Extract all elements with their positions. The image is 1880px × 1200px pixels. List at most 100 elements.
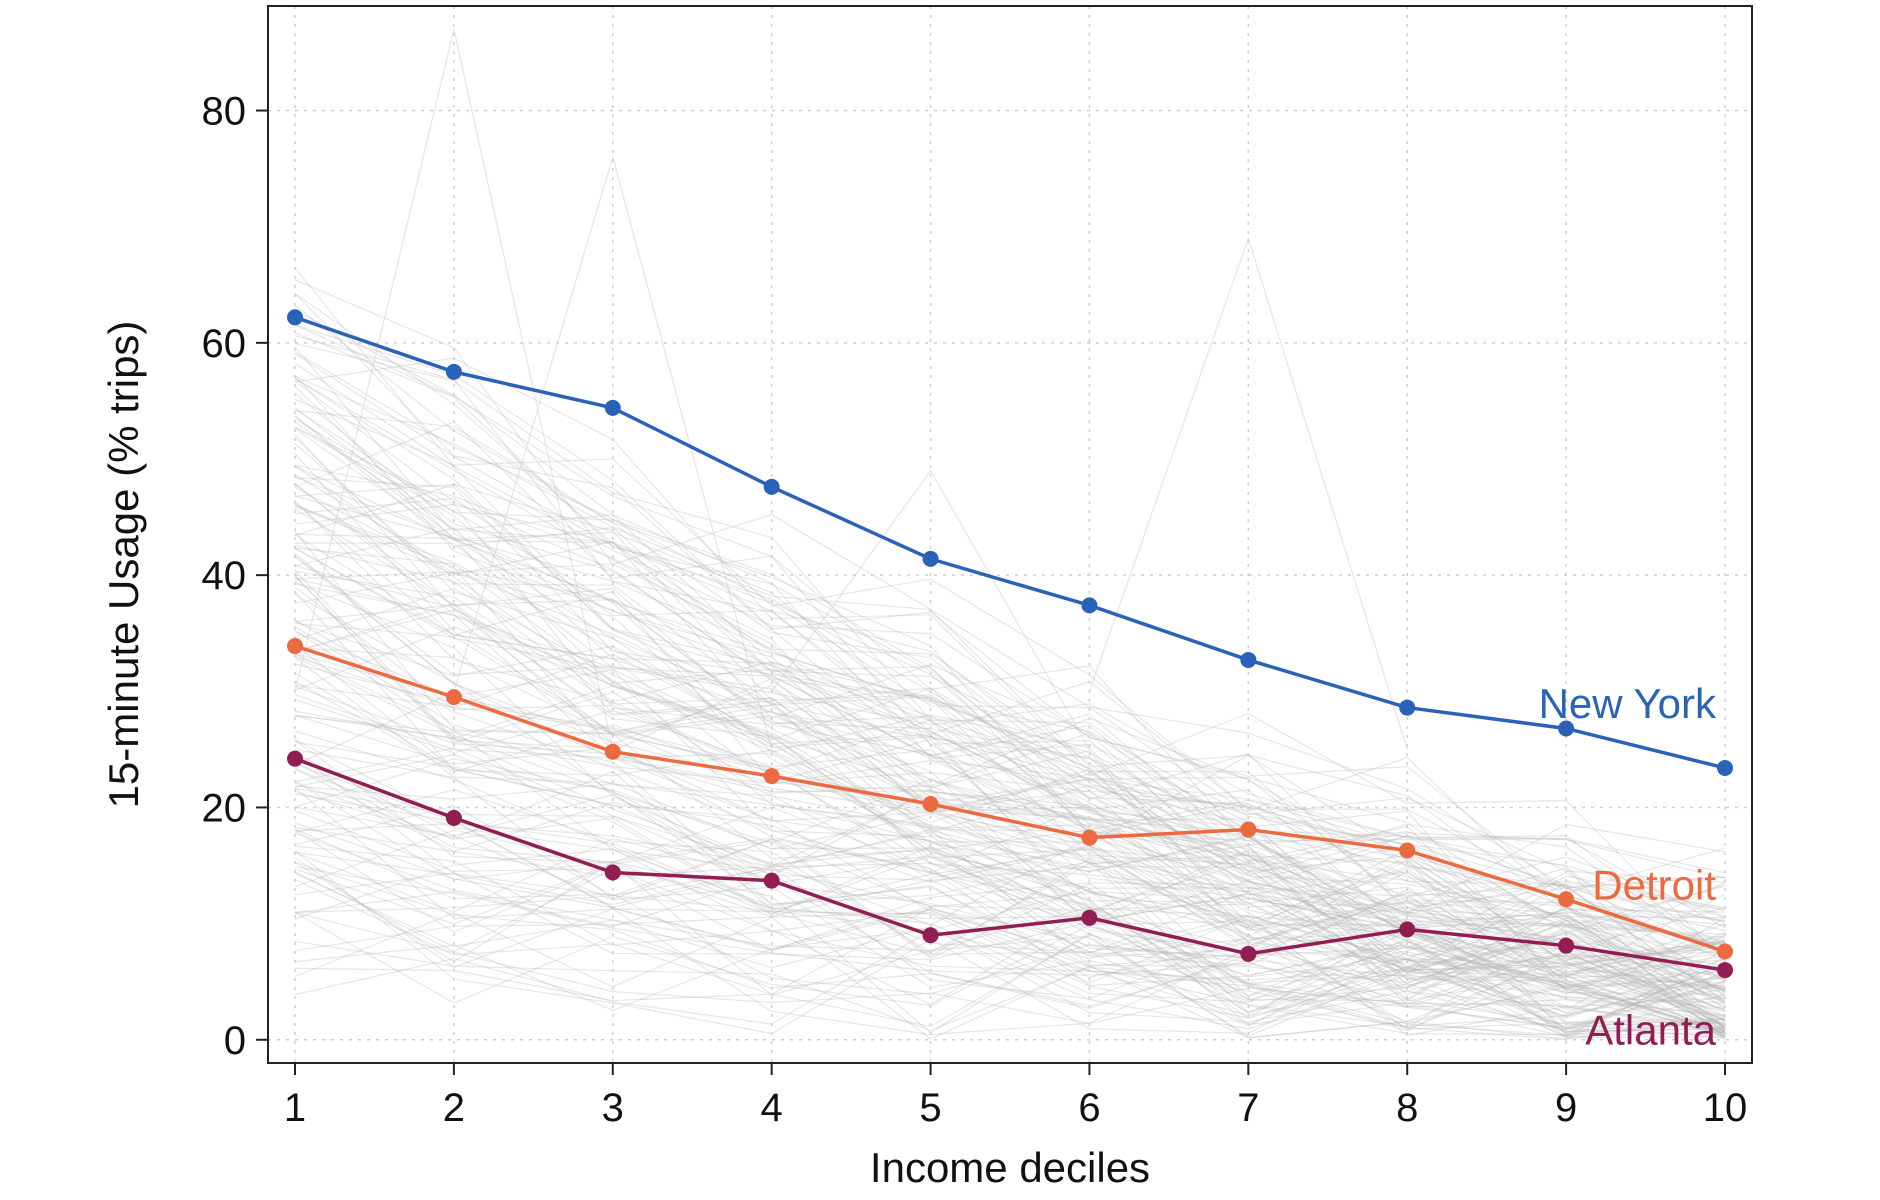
background-line (294, 530, 1726, 1026)
background-line (294, 453, 1726, 1030)
background-line (294, 29, 614, 750)
background-line (294, 752, 1726, 992)
background-line (294, 378, 1726, 1032)
background-line (294, 309, 1726, 989)
background-line (294, 850, 1726, 1035)
background-line (294, 415, 1726, 918)
y-tick-label: 20 (202, 786, 247, 830)
background-line (294, 631, 1726, 973)
background-line (294, 912, 1726, 1033)
background-line (294, 380, 1726, 1018)
data-point (763, 872, 780, 889)
background-line (294, 343, 1726, 915)
background-line (294, 619, 1726, 1022)
data-point (604, 399, 621, 416)
background-line (294, 907, 1726, 1017)
data-point (1716, 962, 1733, 979)
background-line (294, 385, 1726, 946)
background-line (294, 505, 1726, 974)
x-tick-label: 5 (919, 1086, 941, 1130)
background-line (294, 443, 1726, 934)
background-line (294, 418, 1726, 1020)
background-line (294, 889, 1726, 1038)
data-point (763, 478, 780, 495)
background-line (294, 875, 1726, 1018)
data-point (445, 689, 462, 706)
background-line (294, 793, 1726, 1033)
background-line (294, 822, 1726, 1037)
series-label: New York (1539, 680, 1717, 727)
x-tick-label: 8 (1396, 1086, 1418, 1130)
axes: 0 20 40 60 80 1 2 3 4 5 6 7 8 9 10 (202, 90, 1748, 1130)
background-line (294, 832, 1726, 1037)
background-line (294, 267, 1726, 960)
background-line (294, 685, 1726, 1002)
data-point (1558, 937, 1575, 954)
background-line (1088, 236, 1408, 750)
background-line (294, 929, 1726, 1033)
background-line (294, 653, 1726, 1037)
background-line (294, 845, 1726, 1017)
background-line (294, 502, 1726, 996)
background-line (294, 304, 1726, 874)
x-tick-label: 10 (1703, 1086, 1748, 1130)
x-tick-label: 4 (761, 1086, 783, 1130)
background-line (294, 483, 1726, 1004)
background-line (294, 768, 1726, 1013)
background-line (294, 332, 1726, 943)
background-line (294, 714, 1726, 990)
background-line (294, 694, 1726, 1024)
background-line (294, 407, 1726, 1022)
background-line (294, 552, 1726, 879)
background-line (294, 547, 1726, 943)
plot-frame (267, 5, 1753, 1064)
data-point (922, 795, 939, 812)
background-line (294, 879, 1726, 1033)
background-line (294, 753, 1726, 1003)
y-axis-title: 15-minute Usage (% trips) (100, 321, 147, 809)
background-line (294, 862, 1726, 1019)
background-line (294, 861, 1726, 1040)
background-line (294, 806, 1726, 1041)
background-line (294, 767, 1726, 987)
background-line (294, 848, 1726, 1035)
data-point (1240, 945, 1257, 962)
background-line (294, 335, 1726, 992)
background-line (294, 828, 1726, 1023)
background-line (294, 464, 1726, 1029)
background-line (294, 500, 1726, 1020)
background-line (294, 653, 1726, 946)
y-tick-label: 60 (202, 322, 247, 366)
background-line (294, 602, 1726, 1026)
background-line (294, 591, 1726, 970)
background-line (294, 810, 1726, 979)
background-line (294, 780, 1726, 1011)
data-point (922, 550, 939, 567)
background-line (294, 758, 1726, 1005)
background-line (294, 680, 1726, 995)
background-line (294, 421, 1726, 994)
background-line (294, 837, 1726, 1037)
background-line (294, 647, 1726, 1037)
background-line (294, 474, 1726, 1036)
x-tick-label: 1 (284, 1086, 306, 1130)
background-line (294, 476, 1726, 928)
background-line (294, 714, 1726, 1024)
background-line (294, 851, 1726, 1029)
background-line (294, 293, 1726, 962)
data-point (287, 309, 304, 326)
background-line (294, 672, 1726, 988)
background-line (294, 763, 1726, 1039)
background-line (294, 783, 1726, 989)
data-point (604, 864, 621, 881)
background-line (294, 787, 1726, 1028)
data-point (1081, 597, 1098, 614)
background-line (294, 555, 1726, 932)
background-line (294, 508, 1726, 914)
background-line (294, 293, 1726, 1033)
background-line (294, 583, 1726, 974)
background-line (294, 534, 1726, 962)
background-line (294, 569, 1726, 1003)
background-line (294, 790, 1726, 1034)
background-line (294, 505, 1726, 951)
